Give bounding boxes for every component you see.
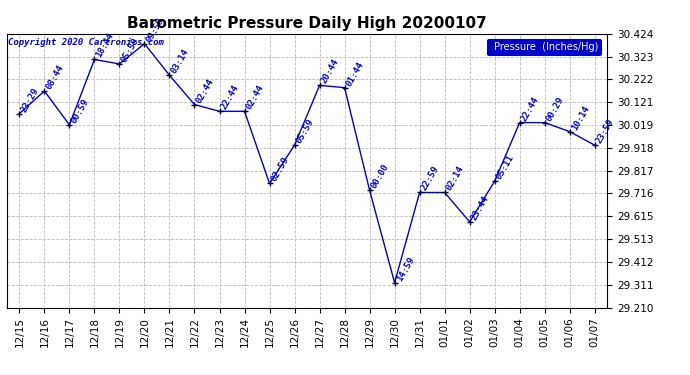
Text: 22:44: 22:44 — [520, 95, 541, 123]
Text: 10:14: 10:14 — [570, 104, 591, 132]
Text: 01:44: 01:44 — [344, 60, 366, 88]
Text: Copyright 2020 Cartronics.com: Copyright 2020 Cartronics.com — [8, 38, 164, 47]
Text: 22:44: 22:44 — [219, 84, 241, 111]
Text: 23:59: 23:59 — [595, 117, 616, 145]
Text: 05:11: 05:11 — [495, 153, 516, 181]
Title: Barometric Pressure Daily High 20200107: Barometric Pressure Daily High 20200107 — [127, 16, 487, 31]
Text: 23:29: 23:29 — [19, 86, 41, 114]
Text: 03:14: 03:14 — [170, 48, 190, 75]
Text: 02:44: 02:44 — [195, 77, 216, 105]
Text: 00:29: 00:29 — [544, 95, 566, 123]
Text: 20:44: 20:44 — [319, 58, 341, 86]
Text: 18:44: 18:44 — [95, 32, 116, 60]
Text: 22:59: 22:59 — [420, 165, 441, 192]
Text: 02:59: 02:59 — [270, 156, 290, 183]
Text: 08:44: 08:44 — [44, 63, 66, 91]
Text: 02:44: 02:44 — [244, 84, 266, 111]
Text: 05:59: 05:59 — [295, 117, 316, 145]
Text: 02:14: 02:14 — [444, 165, 466, 192]
Text: 00:00: 00:00 — [370, 162, 391, 190]
Text: 14:59: 14:59 — [395, 255, 416, 283]
Text: 05:59: 05:59 — [119, 36, 141, 64]
Legend: Pressure  (Inches/Hg): Pressure (Inches/Hg) — [487, 39, 602, 56]
Text: 23:44: 23:44 — [470, 194, 491, 222]
Text: 09:59: 09:59 — [144, 16, 166, 44]
Text: 00:59: 00:59 — [70, 97, 90, 125]
